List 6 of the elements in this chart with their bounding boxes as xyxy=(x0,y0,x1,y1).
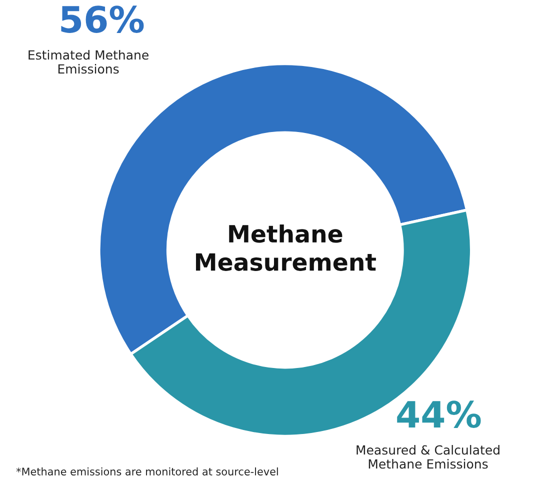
slice-label: Estimated Methane Emissions xyxy=(28,50,148,74)
data-label: 56% xyxy=(61,6,144,33)
text: *Methane emissions are monitored at source-level xyxy=(16,467,278,476)
slice-label: Measured & Calculated Methane Emissions xyxy=(356,445,500,469)
data-label: 44% xyxy=(397,400,481,428)
text: Methane Measurement xyxy=(196,224,376,271)
